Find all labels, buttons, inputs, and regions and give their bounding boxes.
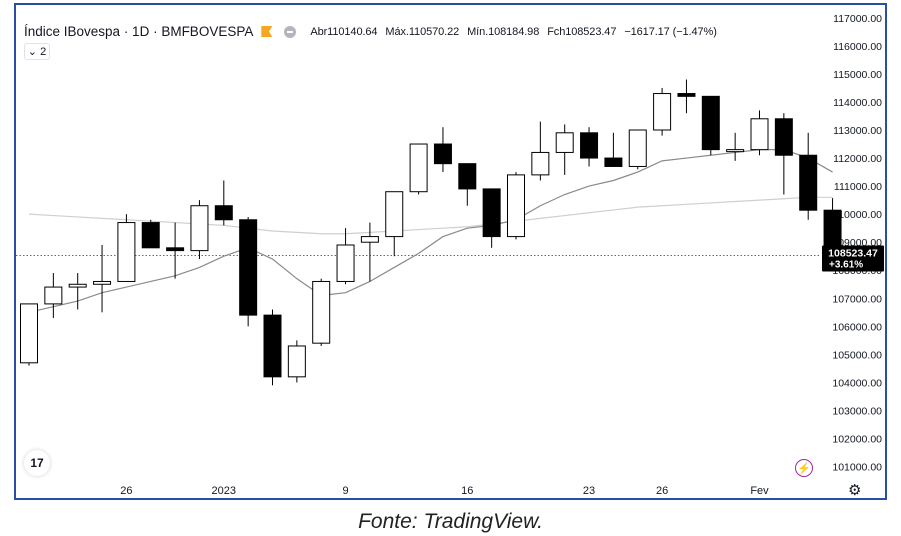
candle-body: [312, 280, 331, 344]
lightning-alert-icon[interactable]: ⚡: [795, 459, 813, 477]
low-value: 108184.98: [488, 25, 540, 38]
candle-body: [214, 205, 233, 221]
flag-icon[interactable]: [261, 26, 273, 37]
candle-body: [93, 280, 112, 285]
price-tag-value: 108523.47: [828, 248, 878, 260]
x-tick-label: 23: [583, 485, 595, 497]
open-value: 110140.64: [327, 25, 378, 38]
symbol-legend: Índice IBovespa · 1D · BMFBOVESPA Abr110…: [24, 24, 722, 39]
y-tick-label: 114000.00: [833, 97, 882, 109]
candlestick-chart[interactable]: 101000.00 102000.00 103000.00 104000.00 1050…: [16, 5, 885, 498]
chart-frame: 101000.00 102000.00 103000.00 104000.00 1050…: [14, 3, 887, 500]
x-tick-label: Fev: [750, 485, 769, 497]
ma-long-line: [28, 196, 833, 235]
x-tick-label: 2023: [212, 485, 236, 497]
candle-body: [482, 188, 501, 238]
close-value: 108523.47: [565, 25, 617, 38]
y-tick-label: 117000.00: [833, 13, 882, 25]
candle-body: [580, 132, 599, 159]
ohlc-values: Abr110140.64 Máx.110570.22 Mín.108184.98…: [310, 26, 721, 38]
candle-body: [701, 95, 720, 151]
candle-body: [263, 314, 282, 378]
candle-body: [239, 219, 258, 316]
candle-body: [677, 93, 696, 97]
y-tick-label: 106000.00: [832, 321, 882, 333]
minus-circle-icon[interactable]: [284, 25, 297, 38]
candle-body: [799, 154, 818, 211]
y-tick-label: 112000.00: [833, 153, 882, 165]
y-tick-label: 102000.00: [832, 434, 882, 446]
y-tick-label: 105000.00: [832, 349, 882, 361]
candle-body: [531, 151, 550, 176]
candle-body: [68, 283, 87, 288]
open-label: Abr: [310, 25, 328, 38]
candle-body: [360, 236, 379, 243]
y-tick-label: 101000.00: [832, 462, 882, 474]
y-tick-label: 107000.00: [832, 293, 882, 305]
candle-body: [750, 118, 769, 151]
y-tick-label: 116000.00: [833, 41, 882, 53]
tradingview-logo-icon[interactable]: 17: [24, 450, 50, 476]
candle-body: [433, 143, 452, 165]
symbol-title[interactable]: Índice IBovespa · 1D · BMFBOVESPA: [24, 24, 254, 39]
candle-body: [409, 143, 428, 193]
y-tick-label: 110000.00: [833, 209, 882, 221]
y-tick-label: 113000.00: [833, 125, 882, 137]
candle-body: [507, 174, 525, 238]
candle-body: [385, 191, 404, 238]
candle-body: [726, 149, 745, 153]
high-value: 110570.22: [408, 25, 460, 38]
candle-body: [117, 222, 136, 282]
x-tick-label: 26: [656, 485, 668, 497]
y-tick-label: 111000.00: [834, 181, 882, 193]
y-tick-label: 104000.00: [832, 377, 882, 389]
low-label: Mín.: [467, 25, 489, 38]
candle-body: [653, 93, 672, 131]
candle-body: [458, 163, 477, 190]
candle-body: [166, 247, 185, 252]
indicators-collapse-button[interactable]: ⌄ 2: [24, 43, 50, 60]
candle-body: [20, 303, 38, 364]
candle-body: [141, 222, 160, 249]
candle-body: [774, 118, 793, 156]
ma-short-line: [28, 149, 833, 313]
candle-body: [287, 345, 306, 378]
y-tick-label: 103000.00: [832, 405, 882, 417]
x-tick-label: 26: [120, 485, 132, 497]
figure-caption: Fonte: TradingView.: [358, 510, 543, 533]
change-value: −1617.17 (−1.47%): [624, 25, 717, 38]
candle-body: [190, 205, 209, 252]
candle-body: [604, 157, 623, 167]
candle-body: [555, 132, 574, 153]
x-tick-label: 9: [342, 485, 348, 497]
candle-body: [336, 244, 355, 282]
candle-body: [44, 286, 63, 305]
gear-icon[interactable]: ⚙: [848, 482, 862, 499]
price-tag-change: +3.61%: [829, 260, 863, 271]
candle-body: [628, 129, 647, 167]
y-tick-label: 115000.00: [833, 69, 882, 81]
price-tag: [822, 245, 884, 272]
high-label: Máx.: [385, 25, 409, 38]
x-tick-label: 16: [461, 485, 473, 497]
close-label: Fch: [547, 25, 566, 38]
